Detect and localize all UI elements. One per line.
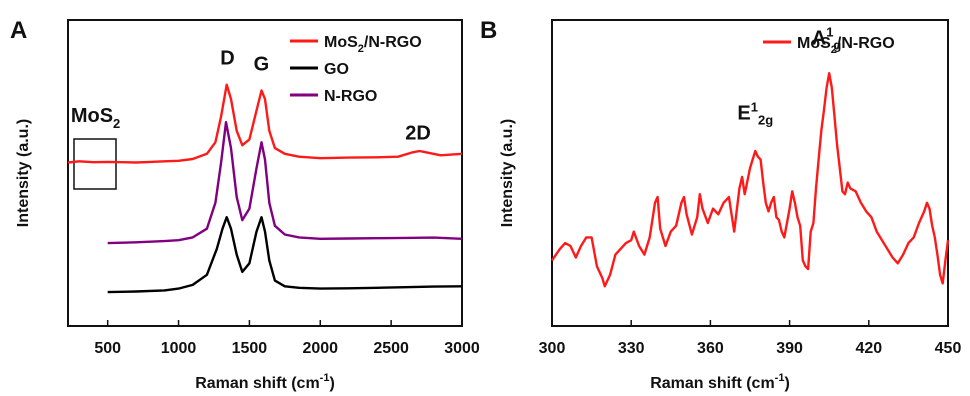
a-legend-label-2: N-RGO [324,88,377,105]
a-peak-label-3: MoS2 [71,105,120,131]
a-x-tick-label: 1000 [161,340,197,357]
panel-a: A 500 1000 1500 2000 2500 3000 D G 2D MoS2 MoS2/… [10,17,480,392]
panel-b-frame [551,19,949,327]
b-peak-label-1: A1g [812,24,842,52]
b-x-tick-label: 450 [935,340,962,357]
a-x-tick-label: 3000 [444,340,480,357]
a-peak-label-1: G [254,53,270,75]
panel-a-legend: MoS2/N-RGO GO N-RGO [290,34,422,105]
panel-a-x-axis-label: Raman shift (cm-1) [195,372,335,392]
b-x-tick-label: 360 [697,340,724,357]
panel-b-legend: MoS2/N-RGO [763,35,895,56]
a-series-line-0 [67,83,463,164]
b-legend-label-0: MoS2/N-RGO [797,35,895,56]
panel-b-annotations: E12g A1g [737,24,841,127]
a-x-tick-label: 500 [94,340,121,357]
mos2-region-box [73,138,117,190]
a-legend-label-1: GO [324,61,349,78]
panel-a-frame [67,19,463,327]
panel-b-y-axis-label: Intensity (a.u.) [499,119,516,227]
panel-a-x-ticks: 500 1000 1500 2000 2500 3000 [94,320,480,357]
a-x-tick-label: 2000 [302,340,338,357]
a-x-tick-label: 2500 [373,340,409,357]
panel-b-label: B [480,17,497,44]
panel-a-series [67,83,463,294]
panel-b-series [551,72,950,288]
a-peak-label-2: 2D [405,122,431,144]
a-series-line-1 [107,216,463,294]
panel-a-y-axis-label: Intensity (a.u.) [15,119,32,227]
a-legend-label-0: MoS2/N-RGO [324,34,422,55]
a-peak-label-0: D [220,48,234,70]
panel-b-x-axis-label: Raman shift (cm-1) [650,372,790,392]
a-series-line-2 [107,121,463,245]
b-x-tick-label: 390 [776,340,803,357]
panel-a-label: A [10,17,27,44]
b-x-tick-label: 420 [855,340,882,357]
b-x-tick-label: 300 [539,340,566,357]
panel-b-x-ticks: 300 330 360 390 420 450 [539,320,962,357]
b-x-tick-label: 330 [618,340,645,357]
b-peak-label-0: E12g [737,99,773,127]
a-x-tick-label: 1500 [232,340,268,357]
b-series-line-0 [551,72,950,288]
panel-a-annotations: D G 2D MoS2 [71,48,431,145]
